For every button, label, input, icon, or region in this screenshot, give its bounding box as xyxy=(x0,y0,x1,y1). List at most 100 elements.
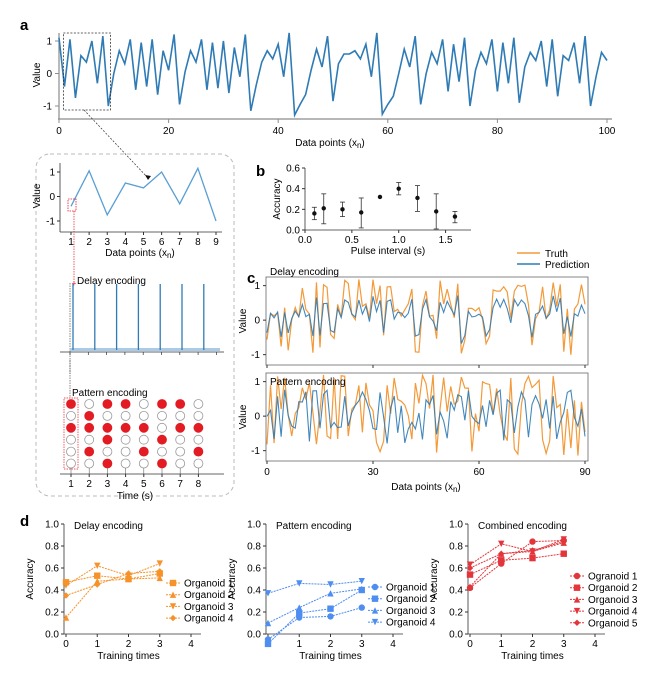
pattern-spike-empty xyxy=(138,399,149,409)
inset-x-tick-label: 2 xyxy=(86,237,92,248)
c_delay-prediction-line xyxy=(266,295,586,344)
d_combined-legend-marker xyxy=(573,619,581,626)
pattern-spike-filled xyxy=(175,422,186,433)
d_delay-legend-label: Organoid 4 xyxy=(184,614,234,625)
d_delay-legend-marker xyxy=(169,591,177,598)
d_combined-data-point xyxy=(466,571,474,578)
d_pattern-data-point xyxy=(327,581,334,588)
d_pattern-data-point xyxy=(296,609,303,617)
pattern-x-tick-label: 1 xyxy=(68,479,74,490)
a-x-tick-label: 0 xyxy=(56,126,62,137)
d_pattern-data-point xyxy=(264,619,272,627)
inset-container xyxy=(35,153,235,497)
d_pattern-y-tick-label: 0.8 xyxy=(247,542,261,553)
pattern-spike-filled xyxy=(175,399,186,409)
d_pattern-data-point xyxy=(296,604,303,611)
b-y-tick-label: 0.2 xyxy=(286,205,300,216)
pattern-x-axis-label: Time (s) xyxy=(117,491,153,502)
c_delay-title: Delay encoding xyxy=(270,267,339,278)
b-data-point xyxy=(321,206,326,211)
pattern-spike-filled xyxy=(138,446,149,457)
d_combined-legend-marker xyxy=(573,596,581,603)
c_pattern-x-tick-label: 60 xyxy=(473,467,485,478)
pattern-spike-empty xyxy=(138,458,149,469)
d_combined-data-point xyxy=(466,564,474,572)
d_combined-legend-label: Organoid 4 xyxy=(588,607,638,618)
c_pattern-x-tick-label: 90 xyxy=(579,467,591,478)
pattern-spike-filled xyxy=(120,399,131,409)
b-data-point xyxy=(415,195,420,201)
d_delay-y-tick-label: 0.8 xyxy=(45,542,59,553)
d_delay-legend-marker xyxy=(169,603,177,610)
b-data-point xyxy=(434,209,439,214)
pattern-encoding-title: Pattern encoding xyxy=(72,388,148,399)
b-x-tick-label: 0.0 xyxy=(298,235,312,246)
inset-x-tick-label: 7 xyxy=(177,237,183,248)
inset-x-tick-label: 8 xyxy=(195,237,201,248)
d_pattern-legend-label: Organoid 4 xyxy=(386,618,436,629)
d_delay-x-tick-label: 0 xyxy=(63,639,69,650)
c_pattern-truth-line xyxy=(266,373,586,456)
c_pattern-x-tick-label: 0 xyxy=(264,467,270,478)
d_combined-x-axis-label: Training times xyxy=(501,651,563,662)
pattern-spike-empty xyxy=(175,434,186,445)
d_combined-data-point xyxy=(529,547,536,554)
d_pattern-y-tick-label: 0.0 xyxy=(247,630,261,641)
a-x-tick-label: 60 xyxy=(382,126,394,137)
c_pattern-y-axis-label: Value xyxy=(238,404,249,429)
pattern-x-tick-label: 3 xyxy=(105,479,111,490)
d_combined-data-point xyxy=(466,561,474,568)
b-y-axis-label: Accuracy xyxy=(272,178,283,219)
d_delay-series-line xyxy=(65,563,160,587)
d_combined-data-point xyxy=(560,550,567,557)
d_delay-title: Delay encoding xyxy=(74,521,143,532)
d_delay-data-point xyxy=(62,579,70,586)
b-data-point xyxy=(396,186,401,191)
pattern-spike-filled xyxy=(102,399,113,409)
d_delay-y-tick-label: 1.0 xyxy=(45,520,59,531)
d_combined-y-axis-label: Accuracy xyxy=(429,558,440,599)
d_delay-data-point xyxy=(156,574,163,582)
d_delay-data-point xyxy=(62,614,70,621)
inset-x-tick-label: 4 xyxy=(123,237,129,248)
pattern-spike-filled xyxy=(157,458,167,469)
a-x-tick-label: 40 xyxy=(273,126,285,137)
a-zoom-arrow-head xyxy=(145,175,151,180)
c_pattern-prediction-line xyxy=(266,388,586,444)
d_pattern-data-point xyxy=(327,605,334,612)
pattern-spike-empty xyxy=(66,410,76,421)
c_delay-y-tick-label: 1 xyxy=(254,281,260,292)
d_combined-legend-label: Organoid 2 xyxy=(588,583,638,594)
pattern-spike-empty xyxy=(66,446,76,457)
d_combined-data-point xyxy=(498,557,505,564)
panel-label-c: c xyxy=(247,270,255,287)
pattern-spike-empty xyxy=(84,458,95,469)
pattern-spike-filled xyxy=(120,422,131,433)
d_combined-legend-label: Organoid 5 xyxy=(588,618,638,629)
pattern-spike-empty xyxy=(66,434,76,445)
legend-prediction-label: Prediction xyxy=(545,260,589,271)
d_delay-series-line xyxy=(65,577,160,618)
c_pattern-x-tick-label: 30 xyxy=(367,467,379,478)
b-x-axis-label: Pulse interval (s) xyxy=(351,246,425,257)
d_pattern-series-line xyxy=(267,589,363,645)
pattern-x-tick-label: 6 xyxy=(159,479,165,490)
pattern-spike-filled xyxy=(102,422,113,433)
d_pattern-y-tick-label: 0.6 xyxy=(247,564,261,575)
a-y-axis-label: Value xyxy=(32,62,43,87)
d_pattern-data-point xyxy=(296,580,303,587)
d_delay-x-tick-label: 2 xyxy=(126,639,132,650)
d_delay-data-point xyxy=(94,581,101,588)
inset-y-axis-label: Value xyxy=(32,183,43,208)
pattern-spike-empty xyxy=(193,458,204,469)
d_combined-y-tick-label: 0.0 xyxy=(449,630,463,641)
d_combined-x-tick-label: 0 xyxy=(467,639,473,650)
inset-y-tick-label: -1 xyxy=(46,217,55,228)
d_pattern-data-point xyxy=(327,613,334,620)
d_pattern-y-tick-label: 0.2 xyxy=(247,608,261,619)
d_combined-data-point xyxy=(560,538,567,545)
d_delay-y-tick-label: 0.2 xyxy=(45,608,59,619)
d_pattern-data-point xyxy=(264,640,272,648)
d_pattern-legend-label: Organoid 3 xyxy=(386,606,436,617)
